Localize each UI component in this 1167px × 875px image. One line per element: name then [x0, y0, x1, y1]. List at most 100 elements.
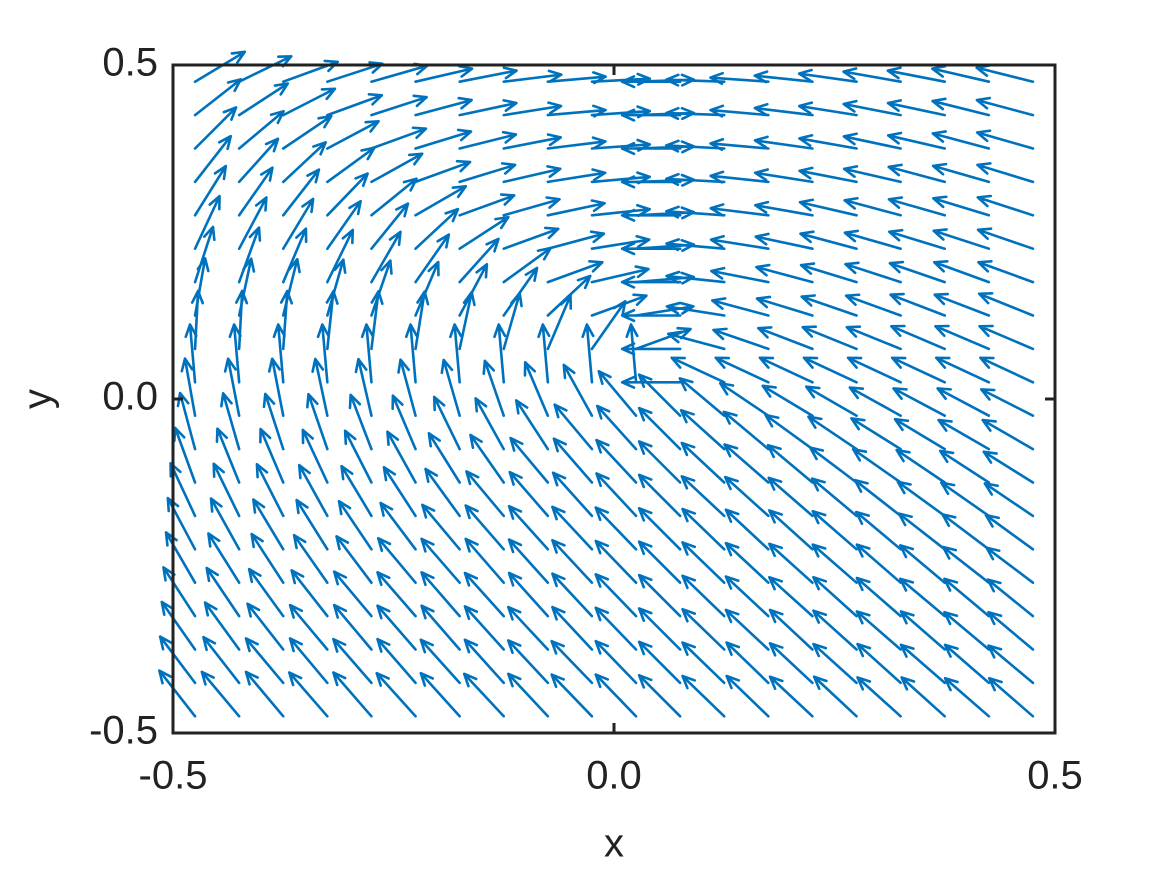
- arrow: [886, 66, 947, 83]
- arrow: [710, 266, 770, 284]
- arrow: [237, 226, 262, 284]
- arrow: [931, 162, 991, 184]
- arrow: [899, 544, 947, 584]
- arrow: [681, 541, 726, 584]
- arrow: [200, 670, 241, 718]
- arrow: [681, 674, 726, 718]
- arrow: [552, 437, 594, 484]
- arrow: [370, 126, 428, 150]
- plot-area: [158, 50, 1035, 718]
- arrow: [288, 603, 329, 651]
- arrow: [193, 134, 233, 184]
- arrow: [379, 501, 417, 551]
- arrow: [594, 539, 638, 584]
- arrow: [332, 671, 373, 718]
- arrow: [419, 638, 461, 685]
- arrow: [753, 70, 814, 84]
- arrow: [469, 433, 506, 484]
- arrow: [502, 266, 539, 317]
- arrow: [193, 164, 228, 217]
- arrow: [220, 392, 241, 451]
- arrow: [562, 363, 594, 417]
- arrow: [458, 162, 517, 184]
- arrow: [798, 166, 858, 184]
- arrow: [900, 676, 947, 718]
- arrow: [464, 504, 506, 551]
- arrow: [723, 475, 770, 518]
- arrow: [709, 203, 770, 217]
- arrow: [896, 480, 947, 518]
- arrow: [546, 260, 604, 284]
- arrow: [768, 542, 814, 584]
- arrow: [931, 64, 991, 83]
- arrow: [620, 242, 682, 256]
- arrow: [637, 506, 682, 551]
- arrow: [424, 467, 461, 518]
- arrow: [262, 392, 285, 451]
- arrow: [326, 119, 380, 150]
- arrow: [205, 566, 241, 618]
- arrow: [290, 569, 329, 618]
- arrow: [237, 109, 285, 150]
- arrow: [449, 323, 463, 384]
- arrow: [550, 639, 594, 685]
- arrow: [550, 673, 594, 718]
- arrow: [678, 377, 726, 417]
- arrow: [797, 68, 858, 83]
- arrow: [502, 69, 563, 83]
- arrow: [507, 571, 550, 618]
- arrow: [493, 323, 507, 384]
- arrow: [482, 359, 506, 417]
- arrow: [810, 477, 858, 518]
- arrow: [665, 301, 726, 317]
- arrow: [551, 605, 594, 651]
- arrow: [983, 482, 1035, 518]
- arrow: [724, 608, 770, 651]
- arrow: [255, 462, 285, 518]
- arrow: [977, 260, 1035, 284]
- arrow: [193, 194, 221, 250]
- arrow: [326, 93, 384, 117]
- arrow: [311, 357, 329, 417]
- arrow: [981, 418, 1035, 451]
- arrow: [326, 258, 347, 317]
- arrow: [502, 246, 552, 284]
- arrow: [848, 386, 902, 417]
- arrow: [259, 427, 285, 484]
- arrow: [709, 71, 770, 86]
- arrow: [943, 610, 991, 651]
- arrow: [297, 463, 329, 518]
- arrow: [376, 604, 417, 651]
- arrow: [890, 324, 947, 351]
- arrow: [714, 356, 770, 384]
- arrow: [247, 567, 285, 618]
- arrow: [620, 342, 682, 356]
- arrow: [856, 676, 902, 718]
- arrow: [537, 323, 551, 384]
- arrow: [376, 637, 417, 685]
- arrow: [938, 449, 991, 484]
- arrow: [463, 571, 506, 618]
- arrow: [808, 446, 858, 484]
- arrow: [193, 50, 247, 83]
- arrow: [414, 64, 474, 83]
- y-tick-label: 0.0: [102, 375, 158, 419]
- arrow: [842, 99, 902, 117]
- arrow: [724, 541, 770, 584]
- arrow: [843, 196, 902, 217]
- arrow: [360, 323, 374, 384]
- arrow: [899, 610, 947, 651]
- x-tick-label: 0.0: [586, 754, 642, 798]
- arrow: [637, 640, 682, 685]
- arrow: [985, 546, 1035, 584]
- arrow: [850, 417, 902, 451]
- x-axis-label: x: [604, 822, 624, 866]
- arrow: [844, 261, 902, 284]
- arrow: [440, 358, 461, 417]
- arrow: [514, 399, 550, 451]
- arrow: [250, 532, 285, 584]
- arrow: [370, 177, 418, 217]
- arrow: [228, 323, 242, 384]
- arrow: [931, 97, 991, 117]
- arrow: [977, 292, 1035, 317]
